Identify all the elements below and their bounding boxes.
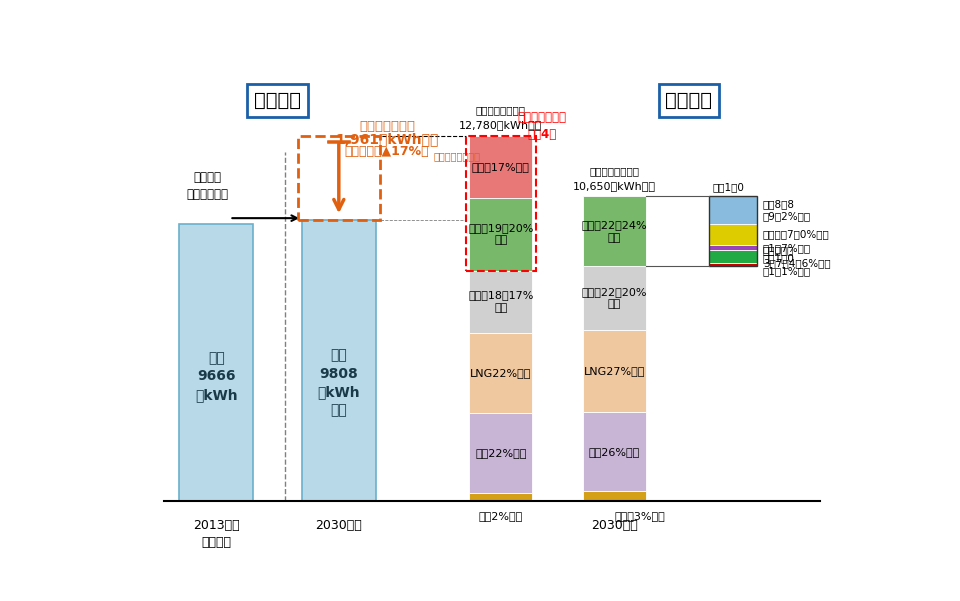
Bar bbox=[301, 221, 376, 501]
Bar bbox=[708, 263, 756, 266]
Bar bbox=[469, 493, 532, 501]
Text: 石炇22%程度: 石炇22%程度 bbox=[475, 448, 526, 458]
Text: LNG27%程度: LNG27%程度 bbox=[584, 367, 645, 376]
Bar bbox=[708, 251, 756, 263]
Text: 石油2%程度: 石油2%程度 bbox=[479, 511, 523, 520]
Text: 原子力22～20%
程度: 原子力22～20% 程度 bbox=[582, 287, 647, 310]
Bar bbox=[469, 270, 532, 333]
Bar bbox=[299, 136, 379, 221]
Text: 風1．7%程度: 風1．7%程度 bbox=[763, 243, 811, 253]
Text: 省エネ17%程度: 省エネ17%程度 bbox=[471, 162, 530, 171]
Text: （総発電電力量）: （総発電電力量） bbox=[476, 106, 526, 115]
Bar bbox=[469, 413, 532, 493]
Text: 太陽光．7．0%程度: 太陽光．7．0%程度 bbox=[763, 230, 829, 239]
Text: 再エネ19～20%
程度: 再エネ19～20% 程度 bbox=[468, 223, 534, 245]
Text: 石炇26%程度: 石炇26%程度 bbox=[588, 447, 640, 457]
Text: 電力
9666
億kWh: 電力 9666 億kWh bbox=[195, 351, 237, 401]
Text: 省エネ＋再エネ
で約4割: 省エネ＋再エネ で約4割 bbox=[517, 111, 566, 141]
Bar bbox=[708, 197, 756, 224]
Text: 水力8．8
～9．2%程度: 水力8．8 ～9．2%程度 bbox=[763, 199, 811, 221]
Bar bbox=[466, 136, 536, 270]
Text: 経済成長
１．７％／年: 経済成長 １．７％／年 bbox=[186, 171, 228, 201]
Text: 再エネ22～24%
程度: 再エネ22～24% 程度 bbox=[582, 220, 647, 243]
Text: 電力
9808
億kWh
程度: 電力 9808 億kWh 程度 bbox=[318, 349, 360, 418]
Text: 2013年度
（実績）: 2013年度 （実績） bbox=[193, 519, 240, 549]
Text: （対策前比▲17%）: （対策前比▲17%） bbox=[345, 145, 429, 158]
Text: LNG22%程度: LNG22%程度 bbox=[470, 368, 532, 378]
Text: バイオマス
3．7～4．6%程度: バイオマス 3．7～4．6%程度 bbox=[763, 245, 830, 268]
Text: （総発電電力量）: （総発電電力量） bbox=[589, 166, 639, 176]
Bar bbox=[469, 198, 532, 270]
Bar bbox=[469, 333, 532, 413]
Bar bbox=[708, 245, 756, 251]
Bar bbox=[708, 197, 756, 266]
Text: 地熱1．0: 地熱1．0 bbox=[712, 183, 744, 193]
Text: （送配電ロス等）: （送配電ロス等） bbox=[434, 151, 481, 162]
Text: 12,780億kWh程度: 12,780億kWh程度 bbox=[459, 120, 542, 130]
Bar bbox=[583, 412, 646, 492]
Text: 2030年度: 2030年度 bbox=[316, 519, 362, 532]
Bar bbox=[583, 266, 646, 330]
Text: 1,961億kWh程度: 1,961億kWh程度 bbox=[335, 132, 439, 146]
Text: 電源構成: 電源構成 bbox=[665, 91, 712, 110]
Bar bbox=[180, 225, 253, 501]
Bar bbox=[583, 492, 646, 501]
Text: 徹底した省エネ: 徹底した省エネ bbox=[359, 120, 415, 133]
Text: 10,650億kWh程度: 10,650億kWh程度 bbox=[573, 182, 656, 191]
Bar bbox=[469, 136, 532, 198]
Bar bbox=[583, 197, 646, 266]
Bar bbox=[583, 330, 646, 412]
Text: －石油3%程度: －石油3%程度 bbox=[614, 511, 665, 520]
Bar bbox=[708, 224, 756, 245]
Text: 2030年度: 2030年度 bbox=[591, 519, 637, 532]
Text: 電力需要: 電力需要 bbox=[254, 91, 301, 110]
Text: 原子力18～17%
程度: 原子力18～17% 程度 bbox=[468, 290, 534, 313]
Text: 地熱1．0
～1．1%程度: 地熱1．0 ～1．1%程度 bbox=[763, 254, 811, 276]
